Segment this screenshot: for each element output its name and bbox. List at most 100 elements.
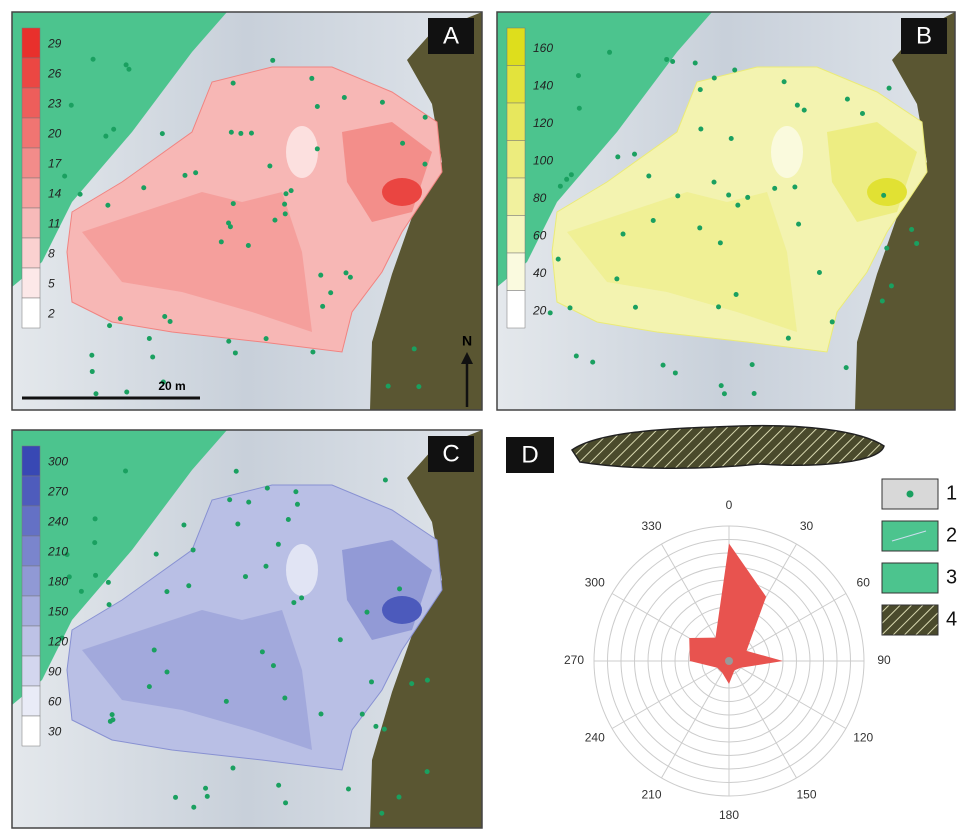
legend-label: 2	[47, 307, 55, 321]
sample-point	[283, 191, 288, 196]
sample-point	[712, 76, 717, 81]
sample-point	[224, 699, 229, 704]
legend-swatch	[507, 253, 525, 291]
sample-point	[409, 681, 414, 686]
legend-swatch	[507, 66, 525, 104]
sample-point	[632, 152, 637, 157]
sample-point	[425, 769, 430, 774]
panel-label: A	[443, 22, 459, 49]
sample-point	[234, 469, 239, 474]
sample-point	[282, 202, 287, 207]
sample-point	[726, 193, 731, 198]
legend-swatch	[22, 476, 40, 506]
rock-band	[572, 426, 884, 469]
sample-point	[556, 257, 561, 262]
sample-point	[386, 384, 391, 389]
sample-point	[246, 243, 251, 248]
sample-point	[369, 679, 374, 684]
sample-point	[745, 195, 750, 200]
sample-point	[574, 353, 579, 358]
sample-point	[382, 727, 387, 732]
legend-swatch	[22, 716, 40, 746]
sample-point	[712, 180, 717, 185]
legend-swatch	[22, 566, 40, 596]
direction-label: 30	[800, 519, 814, 533]
sample-point	[621, 232, 626, 237]
legend-label: 270	[47, 485, 68, 499]
sample-point	[168, 319, 173, 324]
legend-number: 4	[946, 608, 957, 630]
legend-swatch	[22, 626, 40, 656]
sample-point	[150, 355, 155, 360]
legend-label: 90	[48, 665, 62, 679]
sample-point	[286, 517, 291, 522]
legend-label: 20	[47, 127, 62, 141]
sample-point	[590, 360, 595, 365]
sample-point	[283, 211, 288, 216]
legend-swatch	[507, 216, 525, 254]
sample-point	[270, 58, 275, 63]
sample-point	[289, 188, 294, 193]
sample-point	[880, 299, 885, 304]
sample-point	[422, 162, 427, 167]
legend-swatch	[22, 58, 40, 88]
sample-point	[315, 104, 320, 109]
sample-point	[320, 304, 325, 309]
sample-point	[154, 552, 159, 557]
sample-point	[664, 57, 669, 62]
sample-point	[62, 174, 67, 179]
sample-point	[673, 370, 678, 375]
sample-point	[348, 275, 353, 280]
sample-point	[802, 108, 807, 113]
panel-label: D	[521, 441, 538, 468]
legend-label: 160	[533, 41, 553, 55]
legend-label: 11	[48, 217, 60, 231]
legend-swatch	[22, 238, 40, 268]
sample-point	[693, 61, 698, 66]
sample-point	[69, 103, 74, 108]
sample-point	[193, 170, 198, 175]
sample-point	[160, 131, 165, 136]
legend-swatch	[507, 28, 525, 66]
sample-point	[186, 583, 191, 588]
sample-point	[105, 203, 110, 208]
sample-point	[106, 580, 111, 585]
sample-point	[328, 290, 333, 295]
sample-point	[633, 305, 638, 310]
sample-point	[89, 353, 94, 358]
sample-point	[295, 502, 300, 507]
sample-point	[860, 111, 865, 116]
sample-point	[786, 336, 791, 341]
legend-label: 17	[48, 157, 63, 171]
sample-point	[423, 115, 428, 120]
sample-point	[796, 222, 801, 227]
sample-point	[576, 73, 581, 78]
sample-point	[103, 134, 108, 139]
sample-point	[282, 696, 287, 701]
sample-point	[646, 173, 651, 178]
sample-point	[346, 786, 351, 791]
sample-point	[191, 805, 196, 810]
legend-label: 120	[533, 116, 553, 130]
sample-point	[310, 350, 315, 355]
sample-point	[164, 589, 169, 594]
sample-point	[226, 221, 231, 226]
legend-label: 40	[533, 266, 547, 280]
sample-point	[558, 184, 563, 189]
panel-label: C	[442, 440, 459, 467]
grid-spoke	[729, 661, 797, 778]
legend-label: 8	[48, 247, 55, 261]
legend-swatch	[22, 446, 40, 476]
sample-point	[110, 712, 115, 717]
sample-point	[845, 97, 850, 102]
sample-point	[283, 800, 288, 805]
sample-point	[338, 637, 343, 642]
direction-label: 150	[796, 787, 816, 801]
legend-swatch	[22, 148, 40, 178]
legend-swatch	[507, 141, 525, 179]
sample-point	[373, 724, 378, 729]
sample-point	[181, 522, 186, 527]
sample-point	[107, 323, 112, 328]
sample-point	[93, 573, 98, 578]
sample-point	[732, 67, 737, 72]
